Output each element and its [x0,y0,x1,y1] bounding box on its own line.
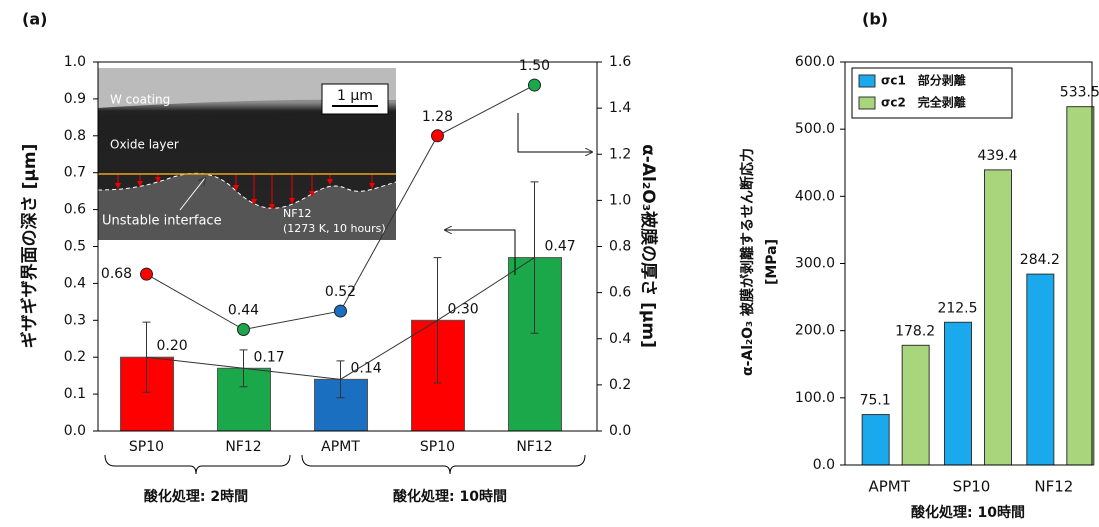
bar [945,322,972,465]
y-tick-label: 0.1 [64,386,86,402]
y2-tick-label: 0.6 [609,285,631,301]
bar [985,170,1012,465]
panel-label: (a) [22,10,47,29]
legend-swatch [859,97,875,109]
thickness-point [238,324,250,336]
y-tick-label: 100.0 [795,390,835,406]
x-tick-label: APMT [321,439,360,455]
y2-tick-label: 0.4 [609,331,631,347]
y-tick-label: 0.5 [64,239,86,255]
y-tick-label: 0.0 [813,457,835,473]
y-tick-label: 0.0 [64,423,86,439]
bar-value-label: 178.2 [895,323,935,339]
y-axis-title: ギザギザ界面の深さ [μm] [19,144,40,349]
y-tick-label: 0.6 [64,202,86,218]
bar [1027,274,1054,465]
annotation: (1273 K, 10 hours) [283,222,386,235]
arrow-right-axis [518,113,592,152]
bar-value-label: 439.4 [977,148,1017,164]
thickness-label: 0.44 [228,303,259,319]
x-tick-label: SP10 [129,439,164,455]
arrow-left-axis [445,230,515,275]
x-tick-label: SP10 [420,439,455,455]
legend-label: σc2 完全剥離 [881,95,966,110]
group-label: 酸化処理: 2時間 [144,488,248,505]
thickness-point [335,305,347,317]
bar-value-label: 212.5 [937,300,977,316]
y-tick-label: 1.0 [64,54,86,70]
annotation: Oxide layer [110,138,179,152]
y-tick-label: 300.0 [795,256,835,272]
figure: W coating 1 μm Oxide layer Unstable inte… [0,0,1099,527]
thickness-point [529,79,541,91]
bar [902,345,929,465]
x-tick-label: NF12 [516,439,552,455]
y-tick-label: 0.7 [64,165,86,181]
bar-value-label: 0.14 [351,360,382,376]
y2-axis-title: α-Al₂O₃被膜の厚さ [μm] [638,144,659,348]
group-brace [302,455,585,474]
legend-swatch [859,75,875,87]
bar-value-label: 0.20 [157,338,188,354]
x-tick-label: APMT [868,478,910,496]
group-brace [105,455,290,474]
y-tick-label: 0.8 [64,128,86,144]
bar-value-label: 75.1 [860,393,891,409]
thickness-label: 1.50 [519,58,550,74]
thickness-label: 0.68 [101,266,132,282]
y-tick-label: 0.9 [64,91,86,107]
y-tick-label: 200.0 [795,323,835,339]
x-axis-title: 酸化処理: 10時間 [911,504,1025,521]
y2-tick-label: 0.8 [609,239,631,255]
annotation: 1 μm [337,88,373,104]
x-tick-label: NF12 [225,439,261,455]
bar [862,415,889,465]
panel-label: (b) [862,10,888,29]
y-axis-title: [MPa] [764,239,780,285]
y2-tick-label: 1.2 [609,146,631,162]
thickness-point [141,268,153,280]
thickness-label: 0.52 [325,284,356,300]
y2-tick-label: 0.2 [609,377,631,393]
bar-value-label: 533.5 [1060,85,1099,101]
annotation: W coating [110,93,170,107]
group-label: 酸化処理: 10時間 [393,488,507,505]
y2-tick-label: 0.0 [609,423,631,439]
annotation: NF12 [283,207,312,220]
legend-label: σc1 部分剥離 [881,73,966,88]
y-tick-label: 400.0 [795,188,835,204]
sem-inset: W coating 1 μm Oxide layer Unstable inte… [98,68,396,240]
y-tick-label: 600.0 [795,54,835,70]
y2-tick-label: 1.6 [609,54,631,70]
x-tick-label: SP10 [953,478,991,496]
bar-value-label: 284.2 [1020,252,1060,268]
bar-value-label: 0.17 [254,349,285,365]
y-axis-title: α-Al₂O₃ 被膜が剥離するせん断応力 [739,148,756,376]
y-tick-label: 0.4 [64,275,86,291]
bar [1067,107,1094,465]
y-tick-label: 500.0 [795,121,835,137]
x-tick-label: NF12 [1034,478,1073,496]
bar-value-label: 0.47 [545,239,576,255]
y2-tick-label: 1.4 [609,100,631,116]
thickness-point [432,130,444,142]
y2-tick-label: 1.0 [609,192,631,208]
thickness-label: 1.28 [422,109,453,125]
y-tick-label: 0.3 [64,312,86,328]
annotation: Unstable interface [102,214,222,229]
y-tick-label: 0.2 [64,349,86,365]
